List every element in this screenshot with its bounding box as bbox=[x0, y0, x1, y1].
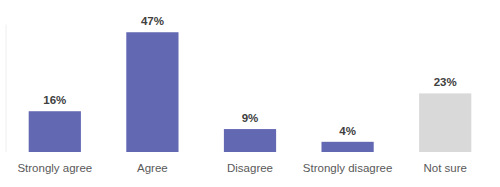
x-tick-label: Agree bbox=[137, 162, 168, 174]
y-axis-line bbox=[6, 25, 7, 152]
data-label: 4% bbox=[339, 125, 356, 137]
data-label: 47% bbox=[141, 15, 164, 27]
bar bbox=[126, 32, 178, 152]
labels: 16% Strongly agree 47% Agree 9% Disagree 4% Str… bbox=[17, 15, 467, 174]
x-tick-label: Strongly disagree bbox=[303, 162, 393, 174]
x-tick-label: Strongly agree bbox=[17, 162, 92, 174]
x-tick-label: Disagree bbox=[227, 162, 273, 174]
data-label: 23% bbox=[434, 76, 457, 88]
bars bbox=[29, 32, 472, 152]
data-label: 9% bbox=[242, 112, 259, 124]
data-label: 16% bbox=[43, 94, 66, 106]
bar bbox=[419, 93, 471, 152]
bar bbox=[29, 111, 81, 152]
x-tick-label: Not sure bbox=[423, 162, 466, 174]
bar bbox=[321, 142, 373, 152]
chart: 16% Strongly agree 47% Agree 9% Disagree 4% Str… bbox=[0, 0, 500, 187]
bar bbox=[224, 129, 276, 152]
